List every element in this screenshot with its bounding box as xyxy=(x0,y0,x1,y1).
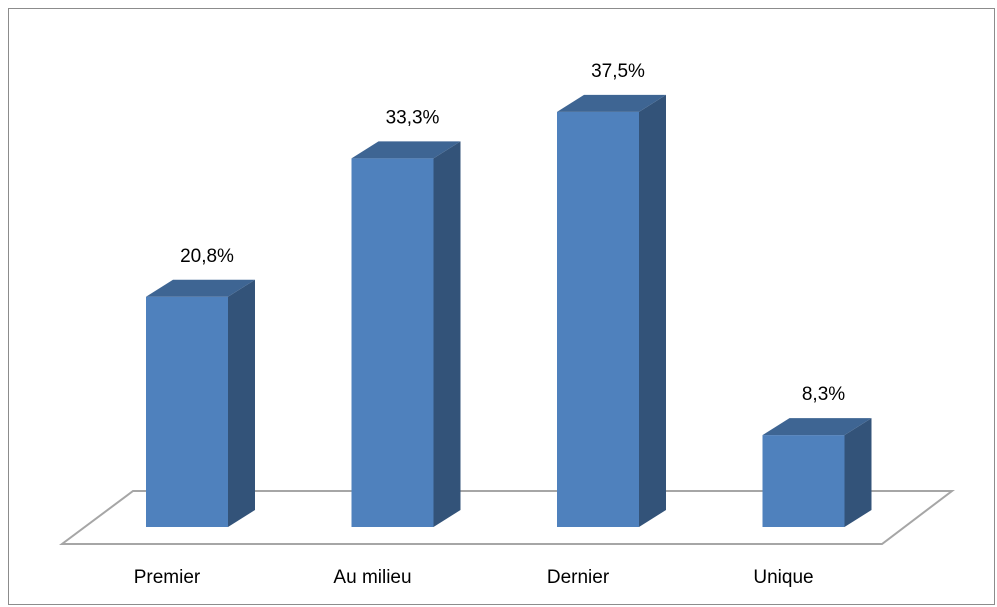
x-tick-label: Premier xyxy=(134,567,201,588)
x-tick-label: Dernier xyxy=(547,567,610,588)
x-tick-label: Au milieu xyxy=(333,567,411,588)
bar-top xyxy=(146,279,255,297)
bar-side xyxy=(844,418,872,527)
bar-side xyxy=(228,279,255,527)
bar-front xyxy=(762,435,845,527)
data-label: 37,5% xyxy=(591,61,645,82)
data-label: 33,3% xyxy=(386,107,440,128)
bar-side xyxy=(639,94,666,527)
bar-front xyxy=(557,111,639,527)
bar-top xyxy=(762,418,872,436)
data-label: 20,8% xyxy=(180,246,234,267)
floor xyxy=(58,490,955,545)
data-label: 8,3% xyxy=(802,384,845,405)
bar-top xyxy=(557,94,666,112)
bar xyxy=(351,141,461,527)
bar xyxy=(762,418,872,527)
bar xyxy=(146,279,255,527)
bar-top xyxy=(351,141,461,159)
bar-side xyxy=(433,141,461,527)
x-tick-label: Unique xyxy=(753,567,813,588)
bar-front xyxy=(146,296,228,527)
bar xyxy=(557,94,666,527)
bar-front xyxy=(351,158,434,527)
